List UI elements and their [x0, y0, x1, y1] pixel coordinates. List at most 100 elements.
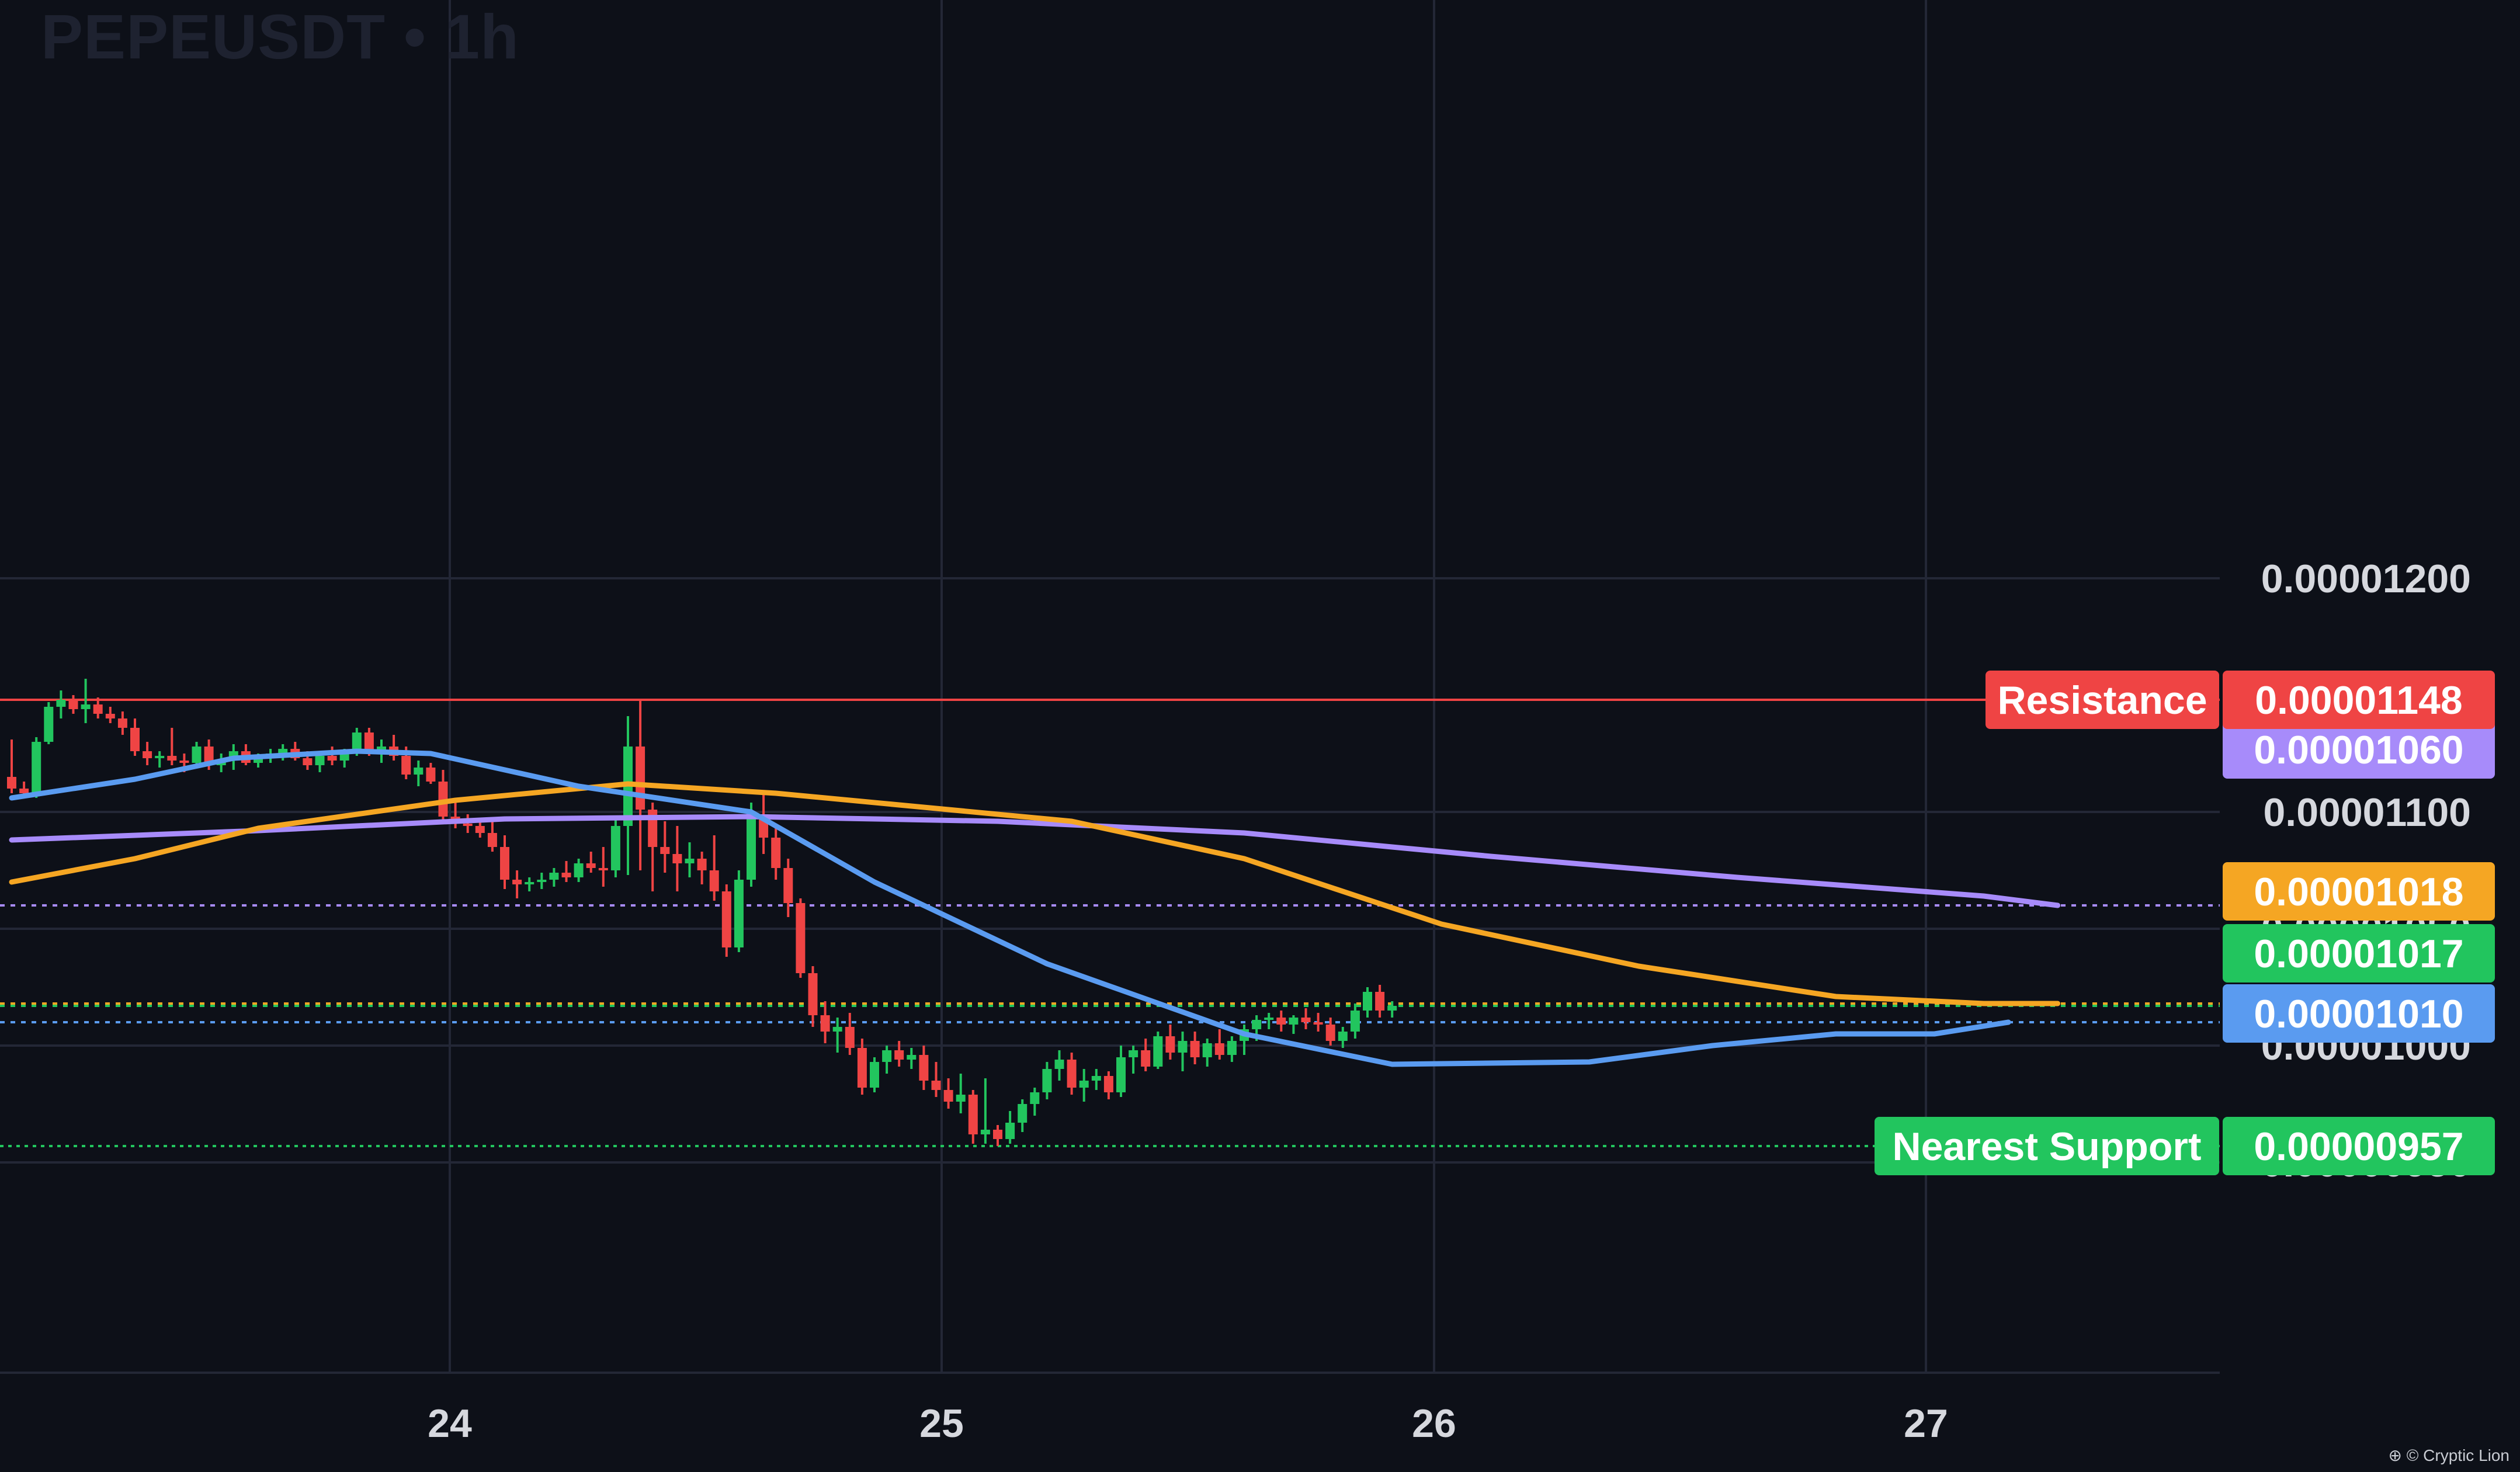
candle-body	[660, 847, 670, 854]
interval-label: 1h	[444, 1, 520, 72]
candle-body	[870, 1062, 879, 1088]
candle-body	[747, 814, 756, 880]
candle-body	[1313, 1022, 1323, 1025]
candle-body	[1079, 1081, 1089, 1088]
candle-body	[1091, 1076, 1101, 1081]
candle-body	[7, 777, 16, 789]
x-tick-label: 24	[428, 1401, 472, 1446]
candle-body	[1005, 1123, 1015, 1139]
candle-body	[1276, 1018, 1286, 1025]
candle-body	[574, 863, 584, 877]
candle-body	[685, 859, 695, 863]
candle-body	[808, 973, 818, 1015]
x-tick-label: 25	[919, 1401, 964, 1446]
candle-body	[1264, 1018, 1274, 1020]
y-tick-label: 0.00001200	[2261, 557, 2471, 601]
candle-body	[1042, 1069, 1052, 1092]
candle-body	[598, 868, 608, 870]
candle-body	[1129, 1050, 1138, 1057]
candle-body	[1141, 1050, 1151, 1067]
candle-body	[586, 863, 596, 868]
candle-body	[956, 1095, 966, 1102]
candle-body	[1153, 1036, 1163, 1067]
candle-body	[919, 1055, 929, 1081]
candle-body	[68, 700, 78, 709]
candle-body	[1214, 1043, 1224, 1055]
candle-body	[1252, 1020, 1262, 1029]
candle-body	[303, 758, 313, 765]
ma-mid-line	[9, 781, 2061, 1006]
level-label: Nearest Support	[1893, 1124, 2202, 1169]
candle-body	[697, 859, 707, 870]
candle-body	[636, 747, 645, 810]
candle-body	[19, 789, 29, 793]
candle-body	[105, 714, 115, 718]
moving-average-lines	[9, 748, 2061, 1067]
candle-body	[56, 700, 66, 707]
candle-body	[1289, 1018, 1299, 1025]
candle-body	[907, 1055, 917, 1060]
candle-body	[931, 1081, 941, 1090]
ma-slow-line	[9, 814, 2061, 908]
candle-body	[672, 854, 682, 863]
candle-body	[438, 782, 448, 817]
candle-body	[1202, 1043, 1212, 1057]
level-lines	[0, 699, 2220, 1147]
candle-body	[1116, 1057, 1126, 1092]
candle-body	[832, 1027, 842, 1032]
symbol-title: PEPEUSDT • 1h	[41, 0, 519, 73]
candle-body	[783, 868, 793, 903]
candle-body	[1178, 1041, 1188, 1053]
candle-body	[561, 873, 571, 877]
candle-body	[721, 891, 731, 947]
candle-body	[796, 903, 806, 973]
candle-body	[1103, 1076, 1113, 1092]
candle-body	[980, 1130, 990, 1134]
price-tag-box	[2223, 862, 2495, 921]
candle-body	[44, 707, 54, 742]
candle-body	[1325, 1025, 1335, 1041]
candle-body	[130, 728, 140, 751]
candle-body	[1067, 1060, 1077, 1088]
candle-body	[414, 768, 424, 775]
candle-body	[32, 742, 41, 793]
price-tag-box	[2223, 720, 2495, 779]
candle-body	[537, 880, 547, 882]
candle-body	[167, 756, 177, 761]
level-tag-value: 0.00000957	[2254, 1124, 2463, 1169]
candle-body	[93, 704, 103, 714]
price-tag-value: 0.00001060	[2254, 728, 2463, 772]
candle-body	[771, 838, 781, 868]
symbol-name: PEPEUSDT	[41, 1, 386, 72]
candle-body	[1030, 1092, 1040, 1104]
candle-body	[1387, 1006, 1397, 1011]
title-separator: •	[404, 1, 426, 72]
candle-body	[709, 870, 719, 891]
candle-body	[475, 826, 485, 833]
candle-body	[364, 732, 374, 754]
candle-body	[512, 880, 522, 884]
candle-body	[315, 756, 325, 765]
level-label: Resistance	[1997, 678, 2207, 723]
level-tag-value: 0.00001148	[2255, 678, 2463, 723]
candle-body	[500, 847, 509, 880]
candle-body	[327, 756, 337, 761]
ma-fast-line	[9, 748, 2011, 1067]
candle-body	[1190, 1041, 1200, 1057]
candle-body	[1301, 1018, 1311, 1022]
price-tag-value: 0.00001017	[2254, 932, 2463, 976]
level-label-box	[1986, 671, 2219, 729]
watermark: ⊕ © Cryptic Lion	[2388, 1446, 2509, 1464]
candle-body	[525, 882, 534, 884]
candlestick-series	[7, 679, 1397, 1146]
candle-body	[1018, 1104, 1028, 1123]
candle-body	[463, 824, 473, 826]
candle-body	[943, 1090, 953, 1102]
price-tags: 0.00001060 0.00001018 0.00001017 0.00001010…	[1875, 671, 2495, 1175]
candle-body	[179, 761, 189, 763]
price-tag-box	[2223, 924, 2495, 983]
price-tag-value: 0.00001010	[2254, 992, 2463, 1036]
time-axis[interactable]: 24 25 26 27	[428, 1401, 1948, 1446]
candle-body	[1363, 992, 1372, 1011]
